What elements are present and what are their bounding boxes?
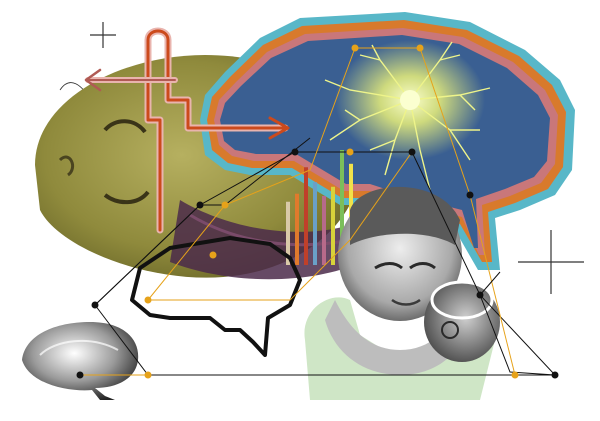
bar-2: [295, 193, 299, 265]
pipe-arrows: [84, 27, 290, 234]
outlined-brain-bubble: [130, 236, 302, 357]
grey-3d-brain: [22, 322, 139, 400]
crosshair-right: [518, 230, 584, 294]
bar-6: [331, 186, 335, 265]
bar-5: [322, 196, 326, 265]
bar-7: [340, 150, 344, 265]
crosshair-top-left: [90, 22, 116, 48]
bar-4: [313, 182, 317, 265]
child-photo: [304, 186, 497, 400]
network-nodes: [76, 44, 559, 379]
bar-1: [286, 201, 290, 265]
brain-speech-bubble: [200, 12, 575, 270]
small-profile-head: [424, 280, 500, 362]
neuron-illustration: [324, 41, 491, 191]
bar-3: [304, 167, 308, 265]
